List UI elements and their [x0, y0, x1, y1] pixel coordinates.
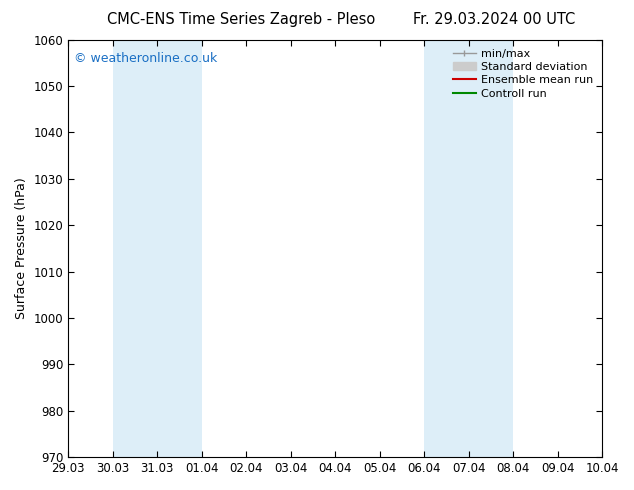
Text: © weatheronline.co.uk: © weatheronline.co.uk [74, 52, 217, 65]
Legend: min/max, Standard deviation, Ensemble mean run, Controll run: min/max, Standard deviation, Ensemble me… [450, 45, 597, 102]
Y-axis label: Surface Pressure (hPa): Surface Pressure (hPa) [15, 177, 28, 319]
Text: CMC-ENS Time Series Zagreb - Pleso: CMC-ENS Time Series Zagreb - Pleso [107, 12, 375, 27]
Text: Fr. 29.03.2024 00 UTC: Fr. 29.03.2024 00 UTC [413, 12, 576, 27]
Bar [113, 40, 202, 457]
Bar [424, 40, 514, 457]
